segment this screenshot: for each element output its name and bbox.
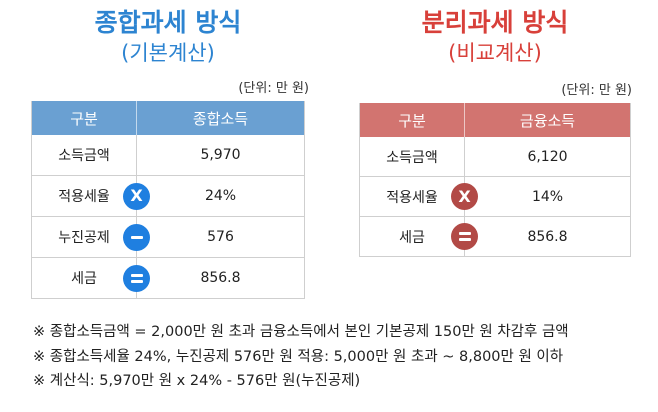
comprehensive-tax-table: 구분 종합소득 소득금액 5,970 적용세율 X 24% 누진공제 576 세금 856.8 [31,101,305,299]
equals-icon [451,223,478,250]
multiply-icon: X [451,183,478,210]
multiply-icon: X [123,182,150,210]
separate-tax-subtitle: (비교계산) [448,41,542,65]
row-label-cell: 소득금액 [359,137,465,177]
unit-label: (단위: 만 원) [238,81,309,96]
footnote: ※ 종합소득세율 24%, 누진공제 576만 원 적용: 5,000만 원 초… [33,348,564,365]
row-value: 856.8 [464,216,631,257]
row-value: 5,970 [136,135,305,176]
table-header-row: 구분 종합소득 [31,101,305,135]
row-label: 세금 [399,229,425,246]
footnote: ※ 계산식: 5,970만 원 x 24% - 576만 원(누진공제) [33,373,361,389]
header-income-type: 금융소득 [464,103,631,137]
table-row: 적용세율 X 24% [31,175,305,217]
row-label: 세금 [71,271,97,287]
table-body: 소득금액 5,970 적용세율 X 24% 누진공제 576 세금 856.8 [31,135,305,299]
separate-tax-title: 분리과세 방식 [421,8,569,37]
table-row: 소득금액 5,970 [31,135,305,176]
comprehensive-tax-panel: 종합과세 방식 (기본계산) (단위: 만 원) 구분 종합소득 소득금액 5,9… [31,0,309,299]
row-value: 6,120 [464,137,631,177]
footnotes: ※ 종합소득금액 = 2,000만 원 초과 금융소득에서 본인 기본공제 15… [33,320,569,394]
row-label: 적용세율 [386,189,438,206]
row-label: 소득금액 [58,148,110,164]
unit-label: (단위: 만 원) [561,83,632,98]
row-value: 14% [464,176,631,217]
header-income-type: 종합소득 [136,101,305,135]
row-label: 적용세율 [58,189,110,205]
table-row: 세금 856.8 [359,216,631,257]
row-label: 소득금액 [386,149,438,166]
table-body: 소득금액 6,120 적용세율 X 14% 세금 856.8 [359,137,631,257]
equals-icon [123,264,150,292]
footnote: ※ 종합소득금액 = 2,000만 원 초과 금융소득에서 본인 기본공제 15… [33,324,569,340]
row-label: 누진공제 [58,230,110,246]
table-row: 적용세율 X 14% [359,176,631,217]
minus-icon [123,223,150,251]
row-value: 576 [136,216,305,258]
comprehensive-tax-title: 종합과세 방식 [94,8,242,37]
table-row: 누진공제 576 [31,216,305,258]
header-category: 구분 [31,101,137,135]
row-label-cell: 세금 [359,216,478,257]
table-row: 세금 856.8 [31,257,305,299]
row-label-cell: 소득금액 [31,135,137,176]
table-header-row: 구분 금융소득 [359,103,631,137]
separate-tax-panel: 분리과세 방식 (비교계산) (단위: 만 원) 구분 금융소득 소득금액 6,1… [359,0,632,257]
row-label-cell: 누진공제 [31,216,150,258]
separate-tax-table: 구분 금융소득 소득금액 6,120 적용세율 X 14% 세금 856.8 [359,103,631,257]
comprehensive-tax-subtitle: (기본계산) [121,41,215,65]
table-row: 소득금액 6,120 [359,137,631,177]
row-label-cell: 세금 [31,257,150,299]
row-value: 24% [136,175,305,217]
row-label-cell: 적용세율 X [31,175,150,217]
header-category: 구분 [359,103,465,137]
row-value: 856.8 [136,257,305,299]
row-label-cell: 적용세율 X [359,176,478,217]
